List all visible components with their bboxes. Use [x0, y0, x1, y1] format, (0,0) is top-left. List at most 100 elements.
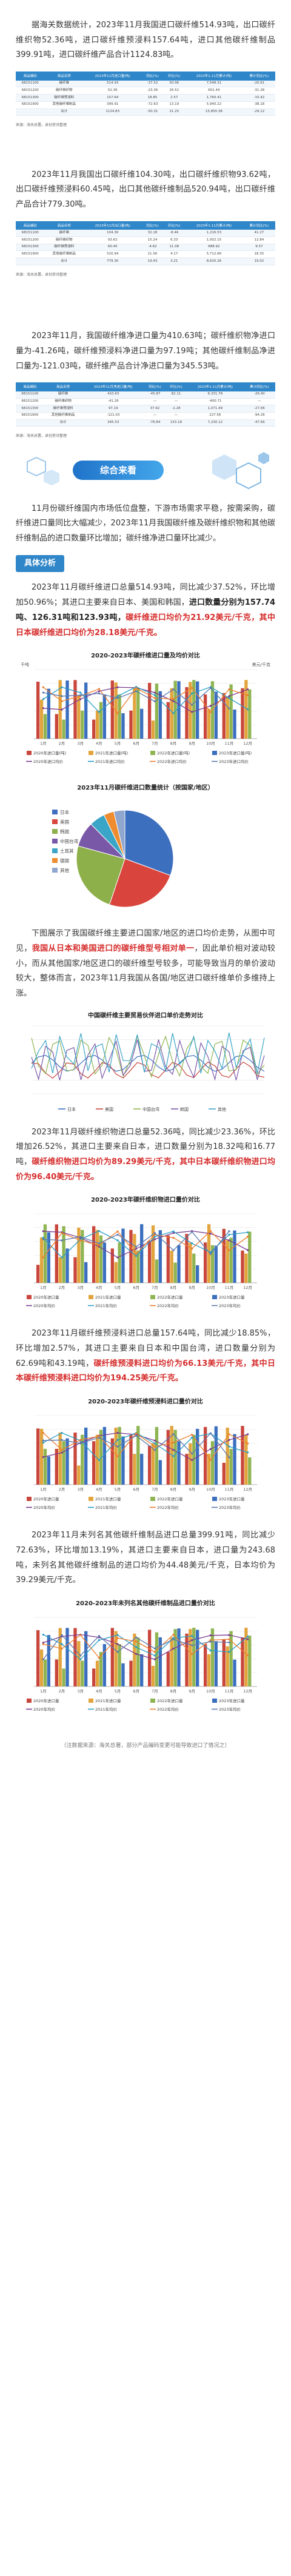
chart-bar: [210, 1245, 215, 1283]
footer-note: （注数据来源：海关总署，部分产品编码变更可能导致进口了情况之）: [61, 1742, 230, 1749]
table-cell: 碳纤维织物: [44, 87, 84, 95]
import-table-header-3: 同比(%): [141, 73, 164, 81]
legend-label: 日本: [60, 809, 69, 815]
table-cell: 8,620.26: [185, 258, 243, 265]
legend-swatch: [27, 751, 32, 756]
chart-bar: [177, 1245, 181, 1283]
chart-bar: [84, 1262, 88, 1283]
chart-bar: [95, 1434, 99, 1485]
table-cell: 37.62: [144, 405, 166, 413]
legend-swatch: [150, 1295, 155, 1300]
table-cell: 碳纤维织物: [44, 236, 84, 244]
table-cell: 碳纤维预浸料: [44, 244, 84, 251]
x-tick-label: 3月: [77, 1689, 84, 1694]
x-tick-label: 3月: [77, 1285, 84, 1290]
pie-slice: [124, 810, 174, 876]
table-row: 68151900 其他碳纤维制品 -121.03— —227.56 -94.26: [16, 412, 275, 420]
chart-bar: [210, 1628, 215, 1686]
table-cell: -72.63: [141, 101, 164, 109]
table-cell: -76.84: [144, 419, 166, 427]
chart-bar: [77, 1228, 81, 1283]
chart-line: [42, 687, 248, 714]
chart-bar: [222, 693, 226, 739]
chart-bar: [47, 1635, 50, 1686]
chart-bar: [244, 680, 248, 739]
chart-bar: [233, 1434, 236, 1485]
intro-paragraph-2: 2023年11月我国出口碳纤维104.30吨，出口碳纤维织物93.62吨，出口碳…: [16, 170, 275, 209]
review-paragraph: 11月份碳纤维国内市场低位盘整，下游市场需求平稳，按需采购，碳纤维进口量同比大幅…: [16, 504, 275, 544]
table-row: 合计 779.30 19.43 3.21 8,620.26 19.02: [16, 258, 275, 265]
chart-bar: [185, 1454, 189, 1485]
legend-swatch: [89, 1497, 93, 1502]
x-tick-label: 6月: [133, 1285, 139, 1290]
legend-label: 2021年均价: [95, 1505, 118, 1510]
chart-bar: [229, 1237, 233, 1283]
chart-bar: [177, 681, 181, 739]
x-tick-label: 1月: [40, 1487, 47, 1492]
legend-label: 其他: [60, 867, 69, 873]
chart-bar: [241, 688, 244, 739]
table-cell: 21.56: [141, 250, 164, 259]
chart-bar: [110, 1248, 114, 1283]
chart-bar: [95, 1660, 99, 1686]
table-cell: 68151300: [16, 244, 45, 251]
chart-bar: [155, 684, 159, 739]
chart-title: 2020-2023年碳纤维织物进口量价对比: [91, 1196, 200, 1203]
table-cell: -37.52: [141, 80, 164, 88]
chart-bar: [43, 714, 47, 739]
chart-line: [43, 1433, 230, 1458]
table-cell: 68151100: [16, 391, 44, 399]
y-axis-label-left: 千吨: [21, 662, 29, 667]
chart-bar: [204, 1242, 207, 1283]
chart-bar: [189, 1443, 192, 1485]
x-tick-label: 5月: [115, 1487, 121, 1492]
table-row: 68151200 碳纤维织物 93.62 15.24 6.33 1,002.15 12.84: [16, 236, 275, 244]
legend-label: 德国: [60, 857, 69, 864]
legend-swatch: [89, 1698, 93, 1703]
chart-line: [43, 1634, 249, 1659]
legend-label: 2023年进口量: [219, 1294, 245, 1300]
chart-bar: [58, 1628, 62, 1686]
legend-label: 2020年均价: [33, 1706, 56, 1712]
x-tick-label: 3月: [77, 1487, 84, 1492]
chart-bar: [170, 1637, 173, 1686]
table-cell: -50.31: [141, 108, 164, 116]
net-import-table-header-2: 2023年11月净进口量(吨): [82, 384, 144, 391]
table-cell: 68151900: [16, 412, 44, 420]
net-import-table-header-6: 累计同比(%): [243, 384, 275, 391]
chart-line: [31, 1032, 265, 1074]
chart-bar: [39, 1429, 44, 1485]
chart-bar: [95, 710, 99, 739]
table-cell: 1,216.53: [185, 230, 243, 238]
chart-bar: [133, 687, 136, 739]
chart-bar: [214, 1426, 218, 1485]
table-cell: -29.12: [242, 108, 275, 116]
chart-bar: [110, 1628, 114, 1686]
chart-bar: [62, 719, 65, 739]
table-cell: -1.28: [166, 405, 187, 413]
legend-label: 2022年进口量(吨): [157, 750, 190, 756]
chart-bar: [92, 719, 96, 739]
legend-label: 2020年进口量: [33, 1698, 59, 1703]
legend-label: 2021年进口量: [95, 1294, 121, 1300]
x-tick-label: 2月: [59, 1285, 65, 1290]
legend-swatch: [52, 819, 58, 825]
legend-swatch: [150, 751, 155, 756]
x-tick-label: 11月: [225, 1487, 234, 1492]
chart-bar: [99, 1429, 103, 1485]
intro-paragraph-1: 据海关数据统计，2023年11月我国进口碳纤维514.93吨，出口碳纤维织物52…: [16, 21, 275, 60]
legend-label: 2023年进口量: [219, 1496, 245, 1502]
chart-bar: [166, 1236, 170, 1283]
section-banner-review: 综合来看: [0, 446, 291, 494]
table-cell: 82.11: [166, 391, 187, 399]
x-tick-label: 6月: [133, 741, 139, 746]
chart-bar: [229, 1631, 233, 1686]
pie-slice: [113, 810, 125, 859]
chart-bar: [39, 699, 44, 739]
detail-paragraph-4: 2023年11月碳纤维预浸料进口总量157.64吨，同比减少18.85%，环比增…: [16, 1329, 275, 1383]
chart-bar: [121, 1436, 125, 1485]
chart-bar: [151, 721, 155, 739]
chart-bar: [62, 1226, 65, 1283]
chart-bar: [102, 1644, 106, 1686]
table-cell: 68151300: [16, 94, 45, 102]
